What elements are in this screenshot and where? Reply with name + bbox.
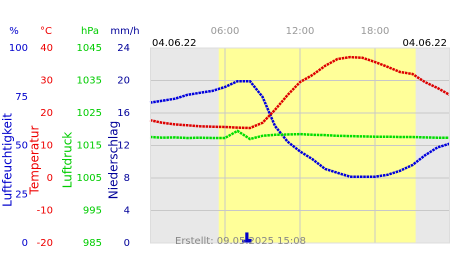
series-line xyxy=(149,55,450,130)
y-tick-label: 50 xyxy=(15,141,28,152)
y-tick-label: 1005 xyxy=(77,173,102,184)
date-label: 04.06.22 xyxy=(402,38,447,49)
series-line xyxy=(149,129,450,141)
x-tick-label: 06:00 xyxy=(211,26,240,37)
y-tick-label: 1015 xyxy=(77,141,102,152)
series-line xyxy=(149,79,450,178)
precip-bar xyxy=(248,238,252,243)
y-tick-label: 0 xyxy=(124,238,130,249)
axis-title: Luftdruck xyxy=(61,132,75,189)
y-tick-label: 995 xyxy=(83,206,102,217)
y-tick-label: 8 xyxy=(124,173,130,184)
x-tick-label: 18:00 xyxy=(361,26,390,37)
y-tick-label: -20 xyxy=(37,238,53,249)
axis-title: Niederschlag xyxy=(107,121,121,199)
y-tick-label: 985 xyxy=(83,238,102,249)
y-tick-label: 10 xyxy=(40,141,53,152)
precip-bar xyxy=(245,232,249,243)
y-tick-label: 75 xyxy=(15,92,28,103)
y-tick-label: 1035 xyxy=(77,76,102,87)
axis-unit: % xyxy=(9,26,19,37)
y-tick-label: 1025 xyxy=(77,108,102,119)
y-tick-label: 0 xyxy=(22,238,28,249)
y-tick-label: 100 xyxy=(9,43,28,54)
axis-unit: mm/h xyxy=(110,26,139,37)
axis-unit: hPa xyxy=(81,26,99,37)
y-tick-label: 0 xyxy=(47,173,53,184)
y-tick-label: 16 xyxy=(117,108,130,119)
date-label: 04.06.22 xyxy=(152,38,197,49)
y-tick-label: 30 xyxy=(40,76,53,87)
y-tick-label: 1045 xyxy=(77,43,102,54)
axis-title: Luftfeuchtigkeit xyxy=(1,113,15,207)
y-tick-label: 25 xyxy=(15,189,28,200)
created-label: Erstellt: 09.05.2025 15:08 xyxy=(175,236,306,247)
y-tick-label: 40 xyxy=(40,43,53,54)
y-tick-label: 4 xyxy=(124,206,130,217)
precip-bar xyxy=(242,239,246,243)
y-tick-label: 20 xyxy=(40,108,53,119)
y-tick-label: 20 xyxy=(117,76,130,87)
y-tick-label: -10 xyxy=(37,206,53,217)
x-tick-label: 12:00 xyxy=(286,26,315,37)
axis-unit: °C xyxy=(40,26,52,37)
y-tick-label: 24 xyxy=(117,43,130,54)
y-tick-label: 12 xyxy=(117,141,130,152)
axis-title: Temperatur xyxy=(28,125,42,195)
